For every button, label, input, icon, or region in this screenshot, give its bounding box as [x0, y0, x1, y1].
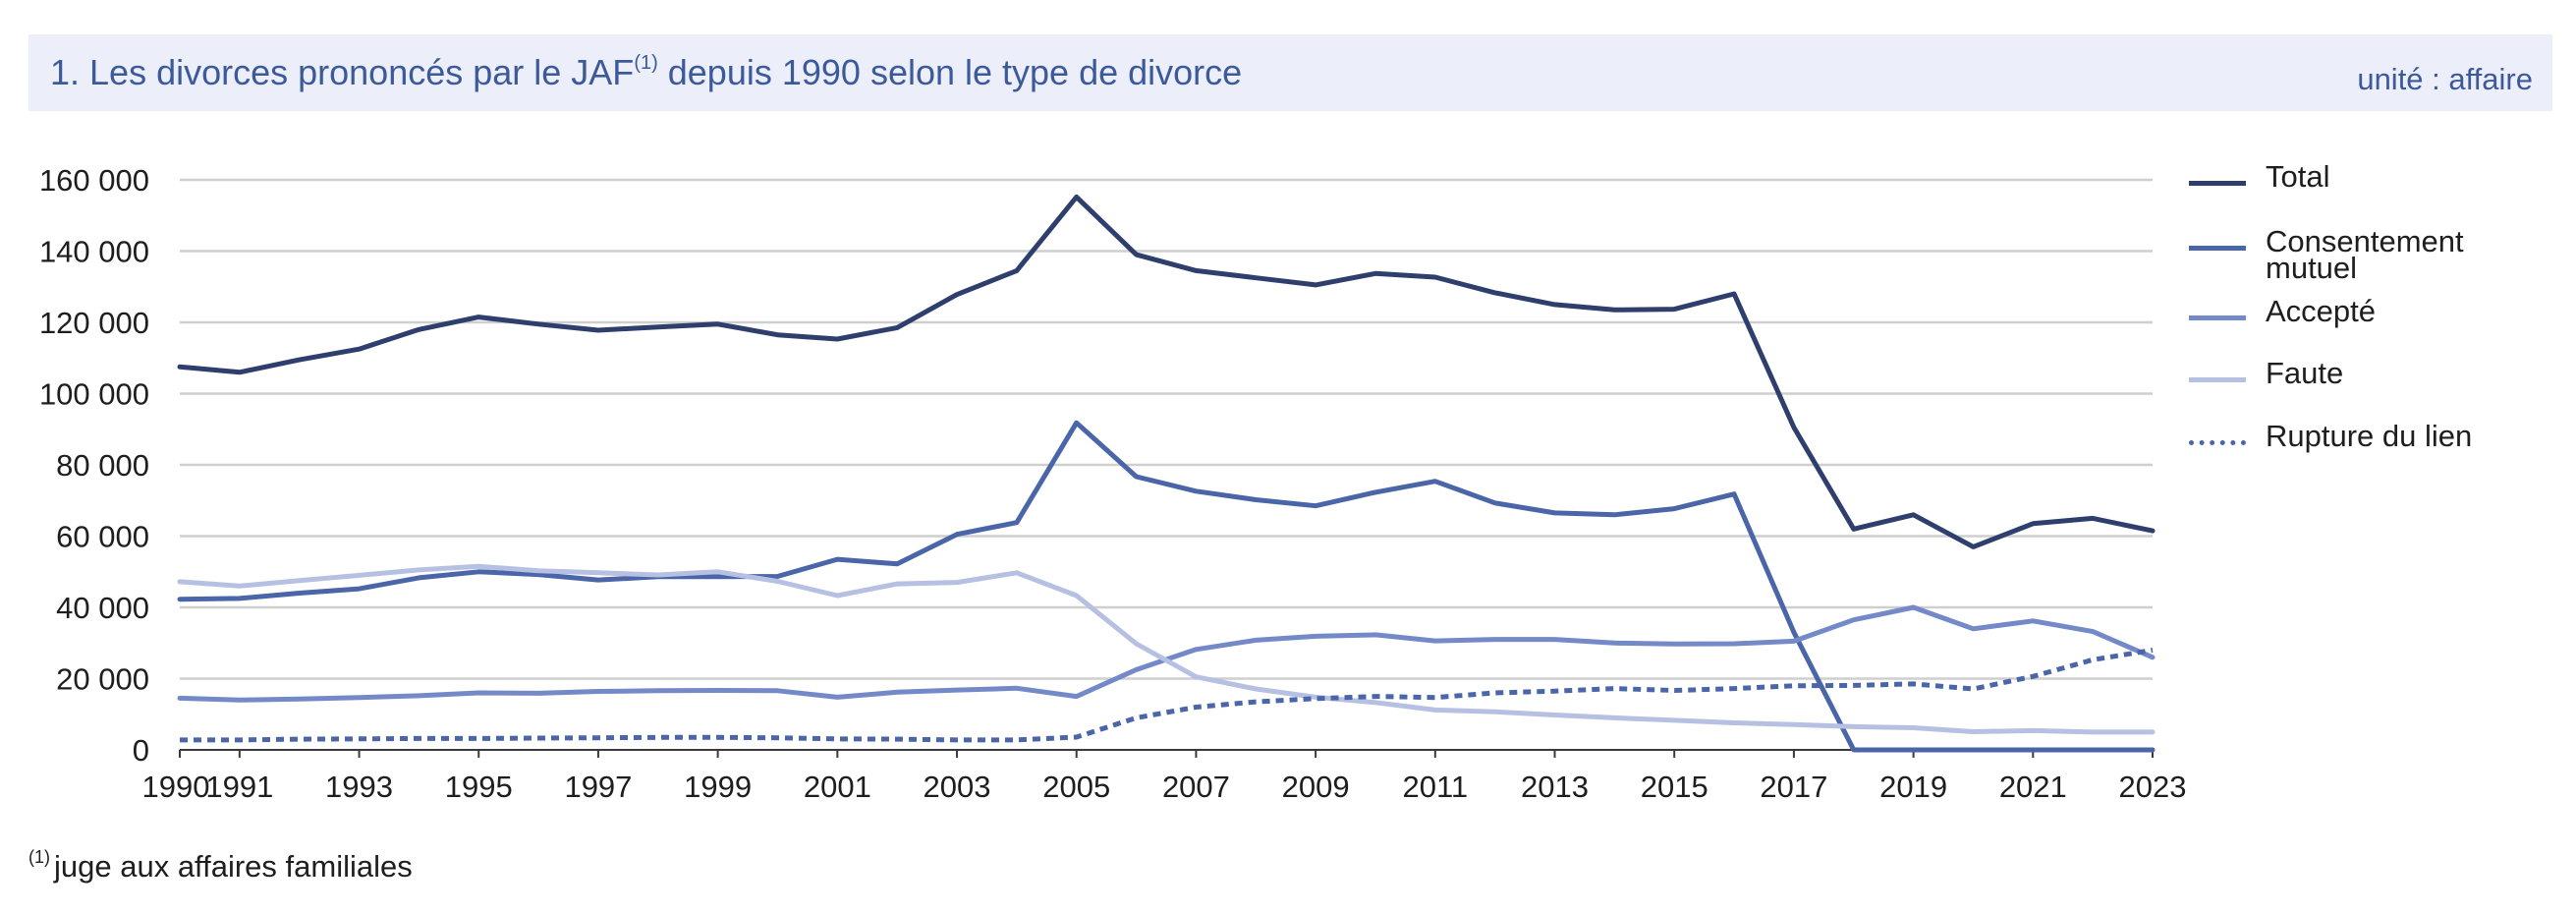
x-tick-label: 2011 — [1402, 770, 1468, 804]
x-tick-label: 2007 — [1162, 770, 1230, 804]
x-tick-label: 2001 — [804, 770, 871, 804]
x-tick-label: 2021 — [1999, 770, 2067, 804]
x-tick-label: 1990 — [142, 770, 210, 804]
x-tick-label: 2015 — [1641, 770, 1708, 804]
legend-label: Total — [2266, 159, 2330, 194]
unit-label: unité : affaire — [2357, 62, 2533, 96]
legend-label: Faute — [2266, 356, 2344, 390]
legend-swatch — [2189, 440, 2246, 445]
footnote-text: juge aux affaires familiales — [54, 849, 413, 884]
y-tick-label: 100 000 — [39, 377, 149, 412]
series-line-faute — [177, 563, 2156, 735]
x-tick-label: 1995 — [445, 770, 513, 804]
x-tick-label: 2009 — [1282, 770, 1350, 804]
y-tick-label: 60 000 — [56, 520, 149, 554]
legend-swatch — [2189, 315, 2246, 320]
footnote-marker: (1) — [28, 847, 50, 867]
y-tick-label: 80 000 — [56, 448, 149, 483]
title-footnote-marker: (1) — [634, 52, 658, 74]
legend-swatch — [2189, 377, 2246, 382]
y-tick-label: 140 000 — [39, 235, 149, 269]
y-tick-label: 160 000 — [39, 163, 149, 198]
legend-label: Rupture du lien — [2266, 419, 2473, 453]
x-tick-label: 2017 — [1760, 770, 1827, 804]
series-line-consentement-mutuel — [177, 420, 2156, 753]
legend-label: Accepté — [2266, 294, 2377, 328]
legend-swatch — [2189, 181, 2246, 186]
series-line-total — [177, 194, 2156, 549]
y-tick-label: 40 000 — [56, 591, 149, 625]
grid-lines — [180, 178, 2153, 751]
chart-title: 1. Les divorces prononcés par le JAF(1) … — [50, 52, 1243, 92]
x-tick-label: 2019 — [1879, 770, 1947, 804]
x-tick-label: 2005 — [1042, 770, 1110, 804]
x-tick-label: 1997 — [564, 770, 632, 804]
chart-header: 1. Les divorces prononcés par le JAF(1) … — [28, 34, 2552, 111]
legend-swatch — [2189, 246, 2246, 251]
y-tick-label: 0 — [133, 733, 149, 768]
legend-label: Consentement mutuel — [2266, 224, 2464, 285]
x-tick-label: 2023 — [2119, 770, 2187, 804]
x-tick-label: 1993 — [325, 770, 393, 804]
x-tick-label: 1991 — [205, 770, 273, 804]
series-lines — [177, 194, 2156, 753]
x-tick-label: 2013 — [1521, 770, 1589, 804]
x-tick-label: 1999 — [684, 770, 752, 804]
footnote: (1) juge aux affaires familiales — [28, 847, 413, 885]
y-axis-ticks: 0 20 000 40 000 60 000 80 000 100 000 120 000 1… — [39, 163, 149, 768]
x-tick-label: 2003 — [924, 770, 991, 804]
y-tick-label: 120 000 — [39, 306, 149, 340]
y-tick-label: 20 000 — [56, 662, 149, 697]
